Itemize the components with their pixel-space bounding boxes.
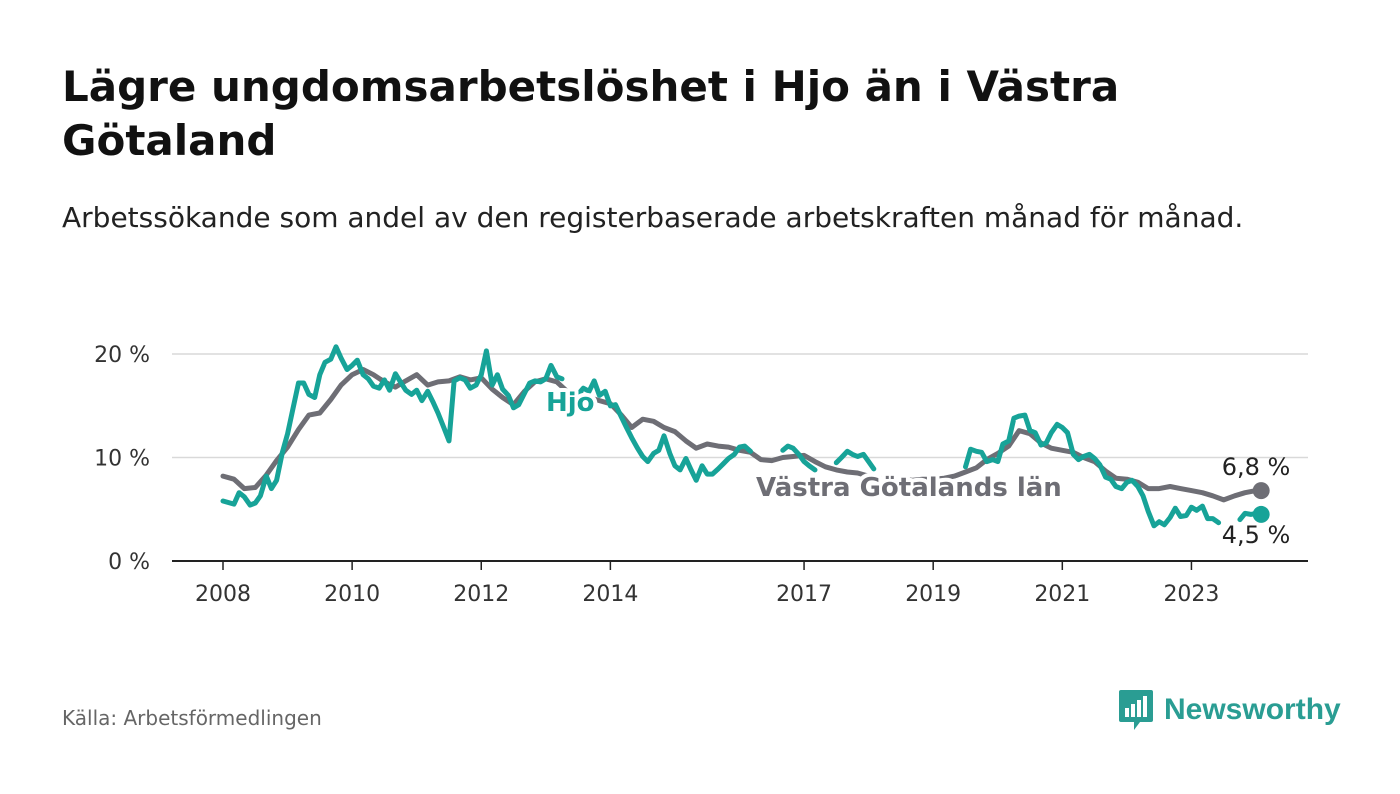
series-line-vastra-gotalands-lan: [220, 367, 1264, 503]
y-tick-label: 20 %: [94, 343, 150, 368]
x-tick-label: 2010: [324, 582, 380, 607]
bar-chart-logo-icon: [1119, 690, 1153, 730]
end-marker-vastra-gotalands-lan: [1252, 482, 1270, 500]
x-tick-label: 2023: [1163, 582, 1219, 607]
end-label-hjo: 4,5 %: [1222, 521, 1291, 549]
newsworthy-brand[interactable]: Newsworthy: [1118, 688, 1341, 732]
y-tick-label: 0 %: [108, 550, 150, 575]
series-label-vastra-gotalands-lan: Västra Götalands län: [756, 473, 1062, 503]
end-label-vastra-gotalands-lan: 6,8 %: [1222, 453, 1291, 481]
x-tick-label: 2021: [1034, 582, 1090, 607]
x-tick-label: 2014: [582, 582, 638, 607]
x-tick-label: 2017: [776, 582, 832, 607]
series-label-hjo: Hjo: [546, 388, 595, 418]
source-note: Källa: Arbetsförmedlingen: [62, 706, 322, 730]
series-line-hjo: [220, 344, 1264, 529]
line-chart: 0 % 10 % 20 % 2008 2010 2012 2014 2017 2019 2021 2…: [94, 343, 1308, 607]
x-tick-label: 2012: [453, 582, 509, 607]
end-marker-hjo: [1252, 505, 1270, 523]
x-tick-label: 2008: [195, 582, 251, 607]
chart-subtitle: Arbetssökande som andel av den registerb…: [62, 201, 1244, 234]
series-label-vastra-gotalands-lan-halo: Västra Götalands län: [756, 473, 1062, 503]
x-tick-label: 2019: [905, 582, 961, 607]
chart-title: Lägre ungdomsarbetslöshet i Hjo än i Väs…: [62, 62, 1120, 165]
series-label-hjo-halo: Hjo: [546, 388, 595, 418]
brand-name: Newsworthy: [1164, 693, 1341, 726]
y-tick-label: 10 %: [94, 447, 150, 472]
